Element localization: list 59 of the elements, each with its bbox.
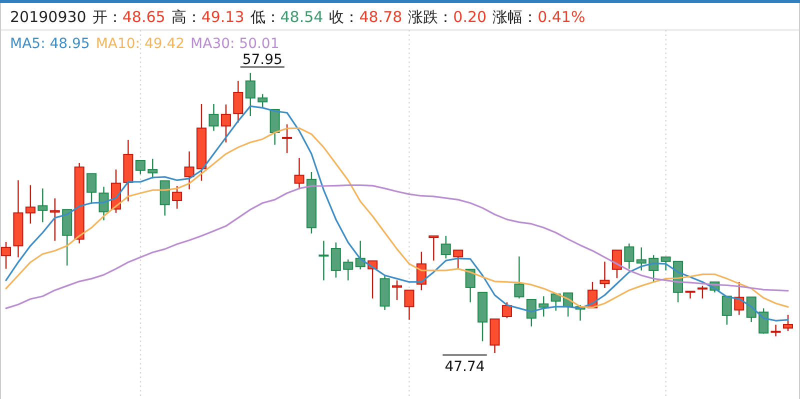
text: 高： [171,8,202,26]
candlestick [770,324,781,337]
text: 0.20 [453,8,487,26]
candlestick [220,104,231,143]
candlestick [184,150,194,190]
text: 0.41% [538,8,586,26]
candlestick [172,185,182,210]
candlestick [50,198,60,242]
candlestick [38,188,48,223]
candlestick [758,308,769,334]
text: MA10: 49.42 [96,36,185,52]
candlestick [624,242,634,270]
text: 48.65 [122,8,166,26]
text: 涨幅： [492,8,538,26]
candlestick [428,235,439,262]
candlestick [697,285,708,300]
candlestick [86,173,97,204]
candlestick [98,186,109,221]
candlestick [318,240,329,281]
candlestick [25,184,36,224]
candlestick [783,314,793,332]
candlestick [526,298,536,327]
text: 57.95 [242,52,282,68]
text: 涨跌： [408,8,454,26]
candlestick [294,157,304,190]
candlestick [612,250,622,279]
candlestick [135,160,146,175]
candlestick [514,256,524,300]
candlestick [685,290,696,300]
candlestick [660,256,671,272]
candlestick [502,302,512,319]
candlestick [440,235,451,259]
candlestick [465,268,476,303]
text: 收： [329,8,360,26]
text: 开： [92,8,122,26]
candlestick [1,241,11,270]
candlestick [343,258,354,281]
candlestick [208,103,219,132]
candlestick [404,290,414,320]
candlestick [600,261,610,289]
candlestick [233,80,244,124]
candlestick [160,180,170,216]
candlestick [636,246,646,272]
text: 低： [250,8,280,26]
candlestick [538,296,549,318]
candlestick [245,72,256,117]
text: 20190930 [10,8,86,26]
text: 48.54 [280,8,324,26]
candlestick [148,158,158,180]
candlestick [258,94,268,109]
candlestick [722,296,732,326]
text: MA30: 50.01 [190,36,280,52]
candlestick [330,242,341,278]
candlestick [282,124,292,154]
text: MA5: 48.95 [10,36,90,52]
text: 47.74 [444,359,485,375]
candlestick [453,250,464,270]
text: 49.13 [201,8,244,26]
text: 48.78 [359,8,402,26]
